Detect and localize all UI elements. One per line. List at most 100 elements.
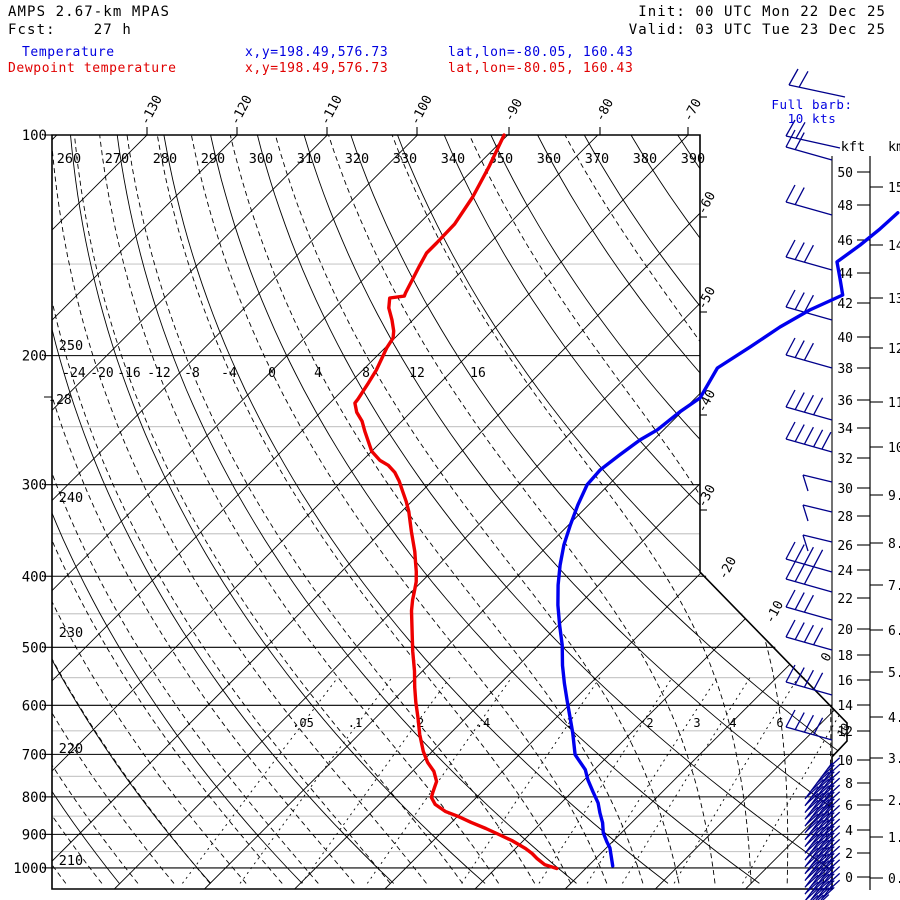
legend-temperature-xy: x,y=198.49,576.73 <box>245 45 389 60</box>
legend-temperature-label: Temperature <box>22 45 115 60</box>
svg-text:.1: .1 <box>348 716 362 730</box>
model-title: AMPS 2.67-km MPAS <box>8 4 170 20</box>
svg-text:6: 6 <box>776 716 783 730</box>
svg-text:1000: 1000 <box>13 861 47 877</box>
svg-text:-70: -70 <box>681 96 705 124</box>
svg-text:34: 34 <box>837 422 853 437</box>
svg-text:-50: -50 <box>695 284 719 312</box>
svg-text:-30: -30 <box>695 482 719 510</box>
svg-text:16: 16 <box>470 366 486 381</box>
svg-text:36: 36 <box>837 394 853 409</box>
svg-text:260: 260 <box>57 151 81 167</box>
svg-text:40: 40 <box>837 331 853 346</box>
svg-text:200: 200 <box>22 349 47 365</box>
svg-text:15.: 15. <box>888 181 900 196</box>
background-lines-layer <box>52 135 847 889</box>
svg-text:-8: -8 <box>184 366 200 381</box>
legend-dewpoint-latlon: lat,lon=-80.05, 160.43 <box>448 61 634 76</box>
svg-text:kft: kft <box>841 139 865 155</box>
svg-text:30: 30 <box>837 482 853 497</box>
svg-text:18: 18 <box>837 649 853 664</box>
mixing-ratio-lines <box>182 677 847 884</box>
svg-text:8: 8 <box>845 777 853 792</box>
legend-temperature-latlon: lat,lon=-80.05, 160.43 <box>448 45 634 60</box>
svg-text:380: 380 <box>633 151 657 167</box>
pressure-lines-layer <box>52 134 835 869</box>
svg-text:4.: 4. <box>888 711 900 726</box>
svg-text:14.: 14. <box>888 239 900 254</box>
svg-text:210: 210 <box>59 853 83 869</box>
svg-text:700: 700 <box>22 747 47 763</box>
svg-text:10: 10 <box>837 754 853 769</box>
svg-text:10.: 10. <box>888 441 900 456</box>
svg-text:28: 28 <box>837 510 853 525</box>
svg-text:16: 16 <box>837 674 853 689</box>
svg-text:4: 4 <box>729 716 736 730</box>
svg-text:100: 100 <box>22 128 47 144</box>
svg-text:13.: 13. <box>888 292 900 307</box>
dewpoint-curve <box>353 133 559 871</box>
height-axis: kftkm50484644424038363432302826242220181… <box>837 139 900 890</box>
dry-adiabats <box>52 135 847 884</box>
svg-text:320: 320 <box>345 151 369 167</box>
svg-text:-16: -16 <box>117 366 140 381</box>
svg-text:38: 38 <box>837 362 853 377</box>
svg-text:11.: 11. <box>888 396 900 411</box>
svg-text:-24: -24 <box>62 366 86 381</box>
svg-text:900: 900 <box>22 827 47 843</box>
svg-text:5.: 5. <box>888 666 900 681</box>
svg-text:3: 3 <box>693 716 700 730</box>
svg-text:4: 4 <box>845 824 853 839</box>
moist-adiabats <box>52 135 832 884</box>
svg-text:-90: -90 <box>502 96 526 124</box>
init-time: Init: 00 UTC Mon 22 Dec 25 <box>638 4 886 20</box>
svg-text:240: 240 <box>59 490 83 506</box>
legend-dewpoint-xy: x,y=198.49,576.73 <box>245 61 389 76</box>
svg-text:330: 330 <box>393 151 417 167</box>
svg-text:-100: -100 <box>408 93 436 128</box>
svg-text:3.: 3. <box>888 752 900 767</box>
svg-text:.05: .05 <box>292 716 314 730</box>
svg-text:-120: -120 <box>228 93 256 128</box>
svg-text:270: 270 <box>105 151 129 167</box>
svg-text:.4: .4 <box>476 716 490 730</box>
isotherms <box>52 135 847 889</box>
svg-text:42: 42 <box>837 297 853 312</box>
svg-text:2: 2 <box>845 847 853 862</box>
svg-text:800: 800 <box>22 790 47 806</box>
svg-text:-60: -60 <box>695 189 719 217</box>
svg-text:250: 250 <box>59 338 83 354</box>
svg-text:-10: -10 <box>763 598 787 626</box>
svg-text:-40: -40 <box>695 387 719 415</box>
svg-text:-12: -12 <box>147 366 170 381</box>
svg-text:390: 390 <box>681 151 705 167</box>
svg-text:370: 370 <box>585 151 609 167</box>
svg-text:50: 50 <box>837 166 853 181</box>
svg-text:1.: 1. <box>888 831 900 846</box>
svg-text:400: 400 <box>22 569 47 585</box>
svg-text:290: 290 <box>201 151 225 167</box>
svg-text:-130: -130 <box>138 93 166 128</box>
svg-text:6.: 6. <box>888 624 900 639</box>
svg-text:-4: -4 <box>221 366 237 381</box>
svg-text:12.: 12. <box>888 342 900 357</box>
svg-text:48: 48 <box>837 199 853 214</box>
svg-text:0: 0 <box>818 650 835 664</box>
svg-text:12: 12 <box>837 725 853 740</box>
svg-text:280: 280 <box>153 151 177 167</box>
svg-text:8.: 8. <box>888 537 900 552</box>
svg-text:12: 12 <box>409 366 425 381</box>
svg-text:6: 6 <box>845 799 853 814</box>
svg-text:500: 500 <box>22 640 47 656</box>
svg-text:2.: 2. <box>888 794 900 809</box>
svg-text:4: 4 <box>314 366 322 381</box>
svg-text:600: 600 <box>22 698 47 714</box>
svg-text:0: 0 <box>268 366 276 381</box>
svg-text:-28: -28 <box>48 393 71 408</box>
legend-dewpoint-label: Dewpoint temperature <box>8 61 177 76</box>
svg-text:10: 10 <box>834 721 853 740</box>
svg-text:360: 360 <box>537 151 561 167</box>
svg-text:0.: 0. <box>888 872 900 887</box>
